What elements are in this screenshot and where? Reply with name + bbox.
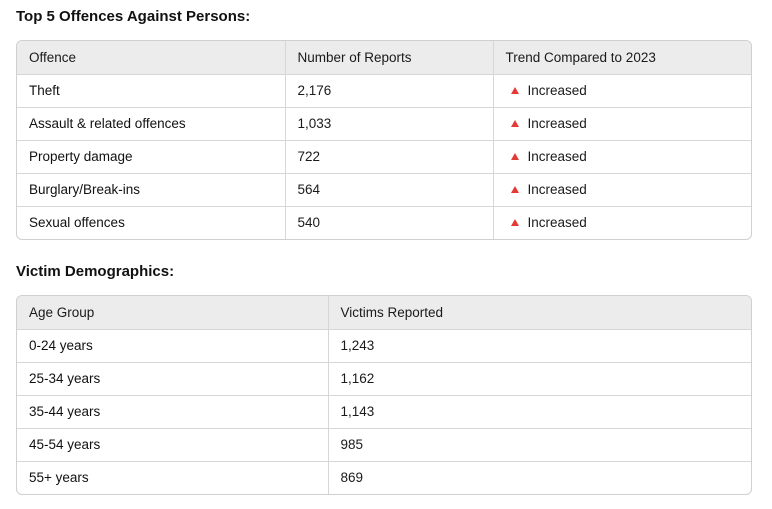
trend-cell: Increased — [493, 107, 751, 141]
table-row: 45-54 years 985 — [17, 428, 751, 462]
trend-cell: Increased — [493, 74, 751, 108]
reports-cell: 722 — [285, 140, 494, 174]
offence-cell: Assault & related offences — [17, 107, 286, 141]
reports-cell: 2,176 — [285, 74, 494, 108]
trend-cell: Increased — [493, 206, 751, 239]
age-group-cell: 0-24 years — [17, 329, 329, 363]
table-row: Assault & related offences 1,033 Increased — [17, 107, 751, 141]
column-header-offence: Offence — [17, 41, 286, 75]
up-triangle-icon — [510, 120, 519, 127]
reports-cell: 1,033 — [285, 107, 494, 141]
reports-cell: 540 — [285, 206, 494, 239]
age-group-cell: 25-34 years — [17, 362, 329, 396]
trend-label: Increased — [527, 149, 587, 164]
column-header-number-of-reports: Number of Reports — [285, 41, 494, 75]
table-row: 0-24 years 1,243 — [17, 329, 751, 363]
section-title-victim-demographics: Victim Demographics: — [16, 263, 175, 280]
trend-label: Increased — [527, 83, 587, 98]
table-row: Property damage 722 Increased — [17, 140, 751, 174]
table-row: Burglary/Break-ins 564 Increased — [17, 173, 751, 207]
column-header-trend: Trend Compared to 2023 — [493, 41, 751, 75]
up-triangle-icon — [510, 87, 519, 94]
offence-cell: Property damage — [17, 140, 286, 174]
reports-cell: 564 — [285, 173, 494, 207]
victims-cell: 1,143 — [328, 395, 751, 429]
age-group-cell: 35-44 years — [17, 395, 329, 429]
column-header-age-group: Age Group — [17, 296, 329, 330]
victims-cell: 869 — [340, 470, 364, 486]
column-header-victims-reported: Victims Reported — [328, 296, 751, 330]
up-triangle-icon — [510, 186, 519, 193]
victims-cell: 1,243 — [328, 329, 751, 363]
section-title-offences: Top 5 Offences Against Persons: — [16, 8, 251, 25]
up-triangle-icon — [510, 219, 519, 227]
trend-label: Increased — [527, 116, 587, 131]
table-row: 25-34 years 1,162 — [17, 362, 751, 396]
offence-cell: Burglary/Break-ins — [17, 173, 286, 207]
victims-cell: 1,162 — [328, 362, 751, 396]
table-header-row: Age Group Victims Reported — [17, 296, 751, 330]
trend-label: Increased — [527, 215, 587, 231]
offences-table: Offence Number of Reports Trend Compared… — [16, 40, 752, 240]
table-row: 55+ years 869 — [17, 461, 751, 494]
victims-cell: 985 — [328, 428, 751, 462]
victim-demographics-table: Age Group Victims Reported 0-24 years 1,2… — [16, 295, 752, 495]
trend-label: Increased — [527, 182, 587, 197]
age-group-cell: 45-54 years — [17, 428, 329, 462]
trend-cell: Increased — [493, 173, 751, 207]
table-header-row: Offence Number of Reports Trend Compared… — [17, 41, 751, 75]
offence-cell: Theft — [17, 74, 286, 108]
table-row: 35-44 years 1,143 — [17, 395, 751, 429]
table-row: Theft 2,176 Increased — [17, 74, 751, 108]
age-group-cell: 55+ years — [17, 461, 329, 494]
offence-cell: Sexual offences — [17, 206, 286, 239]
up-triangle-icon — [510, 153, 519, 160]
table-row: Sexual offences 540 Increased — [17, 206, 751, 239]
trend-cell: Increased — [493, 140, 751, 174]
